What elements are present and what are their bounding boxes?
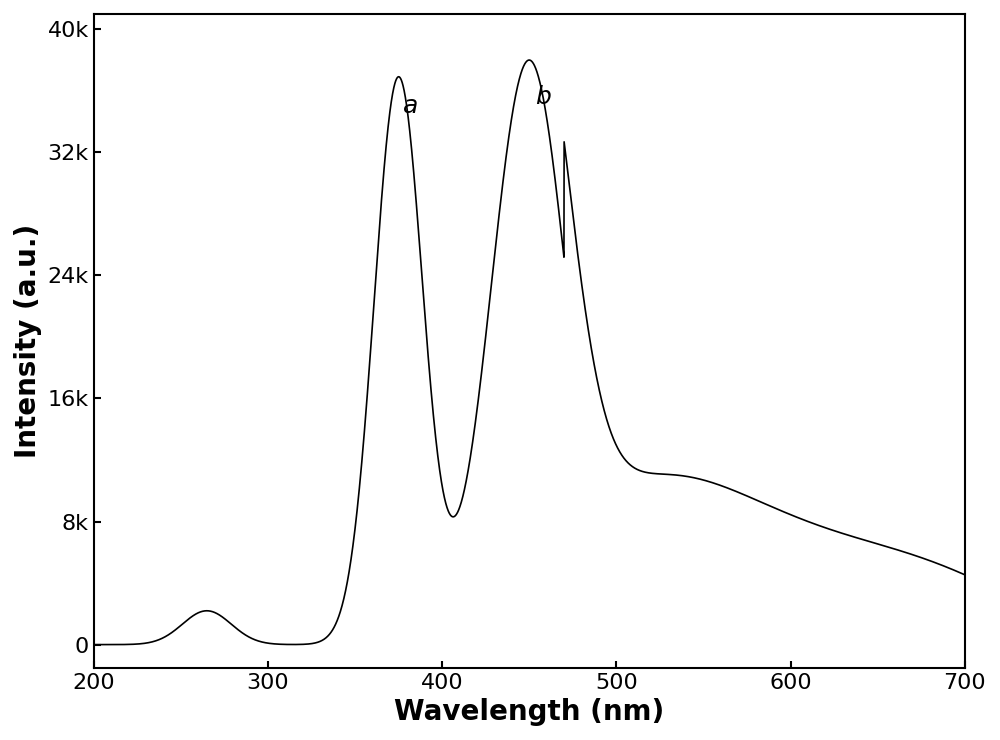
- Y-axis label: Intensity (a.u.): Intensity (a.u.): [14, 223, 42, 458]
- X-axis label: Wavelength (nm): Wavelength (nm): [394, 698, 664, 726]
- Text: b: b: [535, 85, 551, 110]
- Text: a: a: [403, 95, 418, 118]
